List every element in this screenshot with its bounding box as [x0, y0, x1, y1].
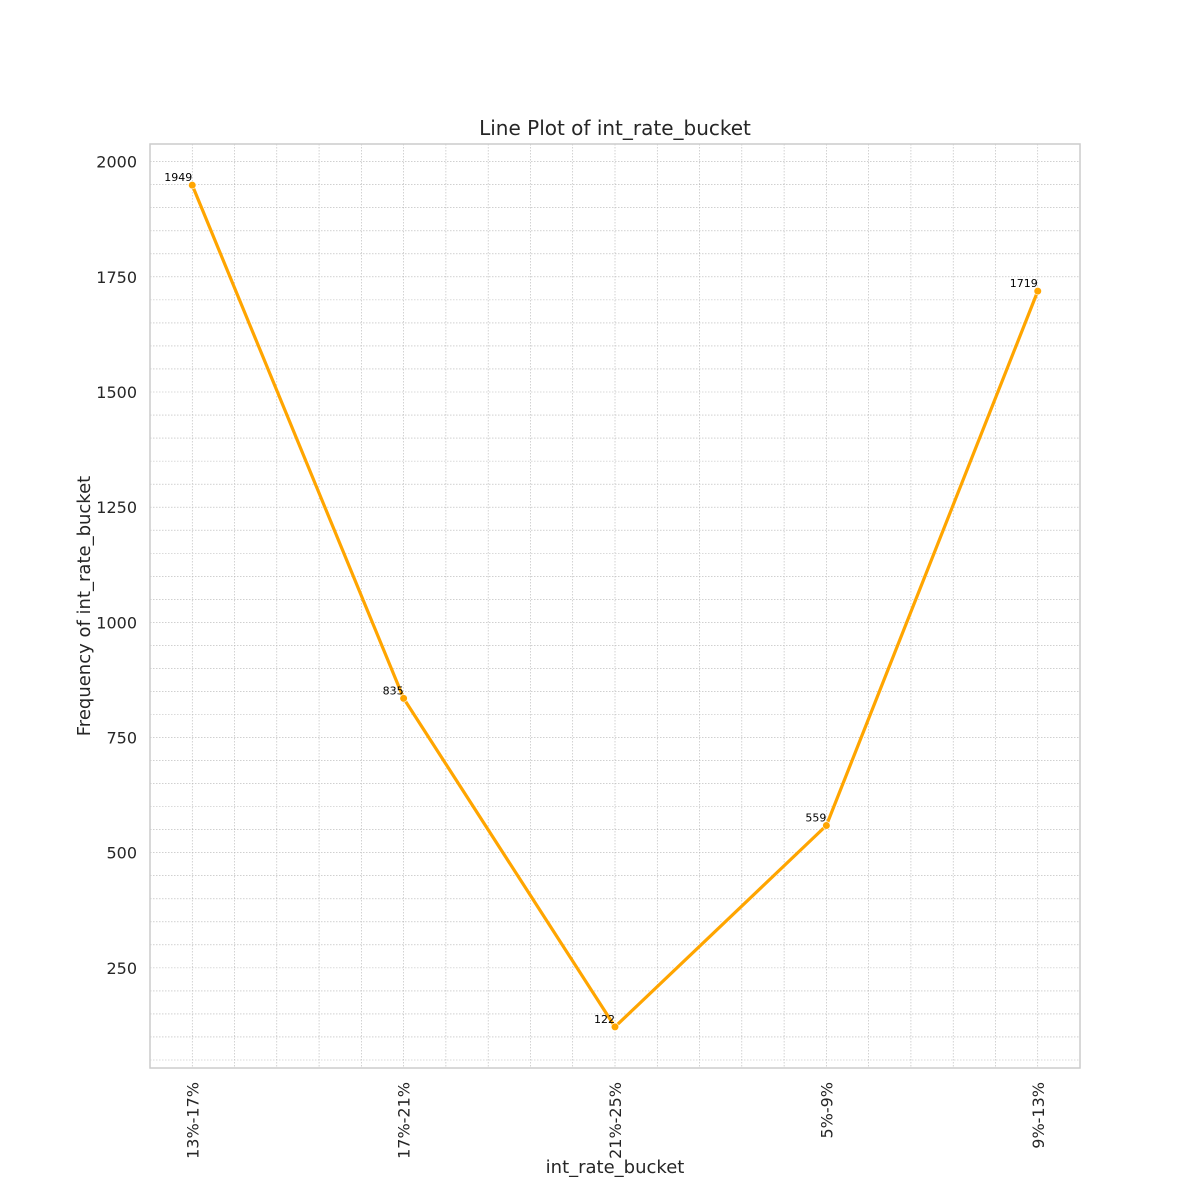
x-axis-ticks: 13%-17% 17%-21% 21%-25% 5%-9% 9%-13%	[183, 1082, 1048, 1159]
y-tick-label: 750	[106, 729, 137, 748]
series-layer	[188, 181, 1042, 1031]
data-point	[188, 181, 197, 190]
data-label: 835	[383, 684, 404, 697]
y-tick-label: 1250	[96, 498, 137, 517]
y-axis-label: Frequency of int_rate_bucket	[74, 476, 95, 736]
data-point	[610, 1022, 620, 1031]
x-tick-label: 9%-13%	[1029, 1082, 1048, 1149]
data-point	[822, 821, 831, 830]
data-label: 1719	[1010, 277, 1038, 290]
y-tick-label: 250	[106, 959, 137, 978]
y-axis-ticks: 250 500 750 1000 1250 1500 1750 2000	[96, 153, 137, 978]
data-label: 559	[805, 812, 826, 825]
x-tick-label: 13%-17%	[183, 1082, 202, 1159]
data-label: 1949	[164, 171, 192, 184]
plot-frame	[149, 143, 1081, 1069]
chart-title: Line Plot of int_rate_bucket	[479, 116, 751, 140]
grid-lines	[150, 144, 1080, 1068]
data-point	[399, 694, 408, 703]
y-tick-label: 1750	[96, 268, 137, 287]
y-tick-label: 2000	[96, 153, 137, 172]
x-axis-label: int_rate_bucket	[546, 1157, 685, 1178]
y-tick-label: 500	[106, 844, 137, 863]
data-point	[1033, 287, 1042, 296]
x-tick-label: 17%-21%	[395, 1082, 414, 1159]
data-labels: 1949 835 122 559 1719	[164, 171, 1038, 1026]
y-tick-label: 1500	[96, 383, 137, 402]
data-label: 122	[594, 1013, 615, 1026]
x-tick-label: 21%-25%	[606, 1082, 625, 1159]
y-tick-label: 1000	[96, 613, 137, 632]
x-tick-label: 5%-9%	[817, 1082, 836, 1139]
